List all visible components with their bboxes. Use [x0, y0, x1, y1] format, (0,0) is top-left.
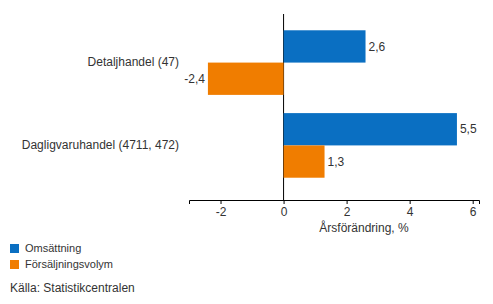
x-tick: 2 [344, 200, 351, 219]
x-tick-label: -2 [216, 205, 227, 219]
data-label: 2,6 [369, 40, 386, 54]
legend-label: Försäljningsvolym [25, 258, 113, 270]
y-tick: Detaljhandel (47) [88, 55, 179, 69]
legend: Omsättning Försäljningsvolym [10, 242, 113, 270]
bar [284, 30, 366, 62]
y-tick: Dagligvaruhandel (4711, 472) [22, 138, 179, 152]
x-tick-label: 6 [470, 205, 477, 219]
x-tick-mark [410, 200, 411, 204]
x-tick-mark [221, 200, 222, 204]
y-axis: Detaljhandel (47) Dagligvaruhandel (4711,… [22, 55, 179, 152]
x-tick-label: 4 [407, 205, 414, 219]
data-label: 5,5 [460, 122, 477, 136]
x-tick: 6 [470, 200, 477, 219]
chart: 2,6 5,5 -2,4 1,3 -2 0 2 4 6 Detaljhandel (47) Dagl… [0, 0, 493, 304]
x-tick-mark [473, 200, 474, 204]
y-tick-label: Detaljhandel (47) [88, 55, 179, 69]
x-axis-title: Årsförändring, % [319, 220, 409, 235]
x-tick: -2 [216, 200, 227, 219]
x-tick: 4 [407, 200, 414, 219]
data-label: -2,4 [184, 72, 205, 86]
legend-swatch [10, 260, 19, 269]
x-tick-label: 2 [344, 205, 351, 219]
bars [208, 30, 457, 177]
bar [284, 113, 457, 145]
y-tick-label: Dagligvaruhandel (4711, 472) [22, 138, 179, 152]
bar [284, 145, 325, 177]
data-label: 1,3 [328, 155, 345, 169]
x-axis-line [190, 201, 480, 205]
x-axis: -2 0 2 4 6 [190, 200, 480, 219]
x-tick-mark [347, 200, 348, 204]
legend-swatch [10, 244, 19, 253]
bar [208, 63, 284, 95]
data-labels: 2,6 5,5 -2,4 1,3 [184, 40, 477, 169]
source: Källa: Statistikcentralen [10, 281, 135, 295]
legend-label: Omsättning [25, 242, 81, 254]
x-tick-mark [284, 200, 285, 204]
x-tick: 0 [281, 200, 288, 219]
x-tick-label: 0 [281, 205, 288, 219]
